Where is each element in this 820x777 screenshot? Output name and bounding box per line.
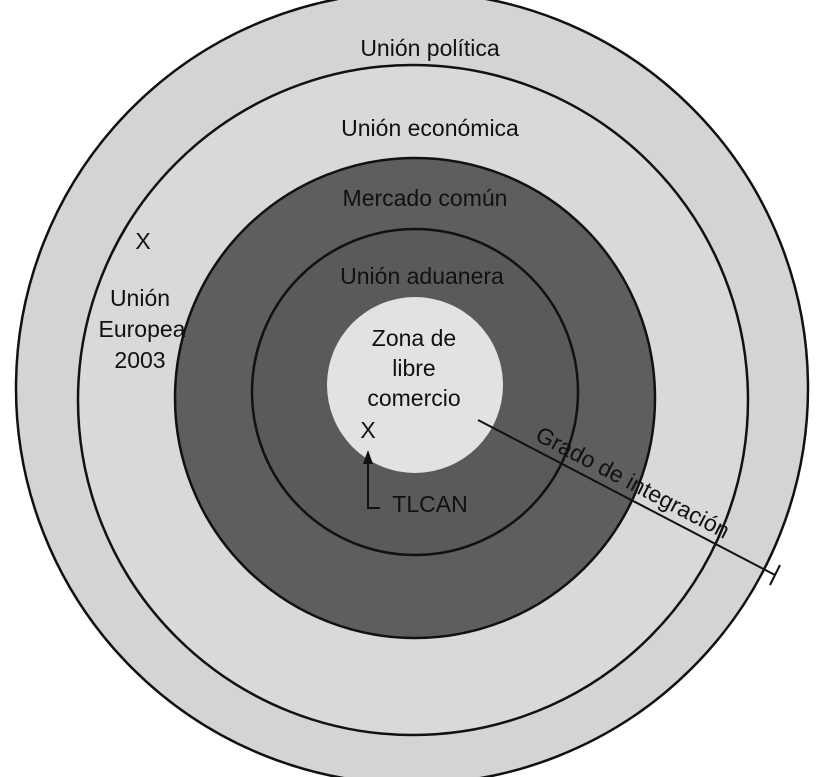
marker-label: Europea bbox=[99, 316, 186, 342]
marker-label: TLCAN bbox=[392, 491, 467, 517]
ring-label: Zona de bbox=[372, 325, 456, 351]
ring-label: Unión política bbox=[360, 35, 500, 61]
axis-end-tick bbox=[769, 564, 781, 586]
ring-label: libre bbox=[392, 355, 435, 381]
arrow-head bbox=[363, 450, 373, 464]
integration-axis bbox=[477, 419, 776, 576]
marker-label: Unión bbox=[110, 285, 170, 311]
ring-label: Unión aduanera bbox=[340, 263, 504, 289]
marker-symbol: X bbox=[360, 417, 375, 443]
ring-label: comercio bbox=[367, 385, 460, 411]
ring-label: Unión económica bbox=[341, 115, 519, 141]
marker-symbol: X bbox=[135, 228, 150, 254]
marker-label: 2003 bbox=[114, 347, 165, 373]
ring-free-trade bbox=[327, 297, 503, 473]
ring-label: Mercado común bbox=[343, 185, 508, 211]
marker-pointer bbox=[367, 460, 380, 509]
